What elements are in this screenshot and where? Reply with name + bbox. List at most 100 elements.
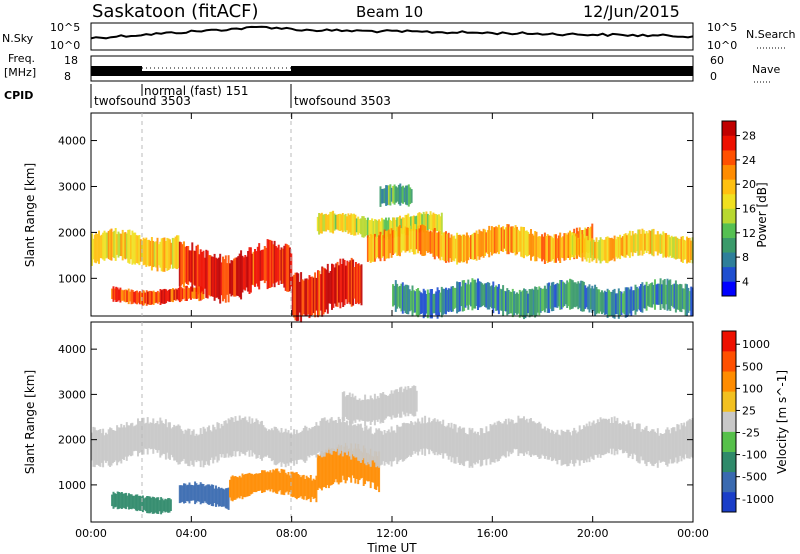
power-band-5-cell-86 [486,230,489,254]
power-band-7-cell-79 [502,285,505,316]
power-band-5-cell-112 [523,227,525,259]
power-band-8-cell-12 [584,237,587,260]
velocity-band-5-cell-49 [410,388,413,414]
velocity-band-0-cell-31 [154,498,157,513]
velocity-band-4-cell-193 [359,423,362,463]
velocity-band-0-cell-34 [158,500,161,512]
power-band-7-cell-181 [644,284,647,309]
power-band-0-cell-52 [163,237,166,272]
power-swatch-1 [722,266,736,282]
power-band-2-cell-76 [284,243,287,291]
velocity-band-4-cell-361 [594,424,597,455]
velocity-band-1-cell-29 [219,488,222,506]
power-band-7-cell-71 [490,285,493,309]
velocity-band-4-cell-281 [482,433,485,460]
velocity-band-4-cell-320 [536,423,539,457]
power-band-7-cell-183 [647,286,649,306]
power-band-7-cell-190 [656,283,659,305]
velocity-band-5-cell-41 [399,387,401,418]
velocity-band-4-cell-109 [242,417,245,454]
power-band-2-cell-31 [222,256,224,302]
power-band-8-cell-59 [649,230,652,254]
power-band-7-cell-115 [552,281,555,311]
velocity-band-4-cell-88 [213,427,216,460]
velocity-band-4-cell-310 [523,416,525,456]
power-band-7-cell-201 [672,284,675,308]
power-band-4-cell-69 [412,215,415,232]
power-band-2-cell-77 [286,244,289,292]
velocity-band-5-cell-12 [358,398,361,422]
power-band-4-cell-40 [372,220,375,237]
power-band-8-cell-36 [617,237,620,258]
power-band-4-cell-7 [326,215,329,230]
power-band-2-cell-5 [185,246,188,284]
power-band-2-cell-69 [274,246,277,283]
power-band-7-cell-150 [601,290,603,315]
power-band-6-cell-5 [386,185,389,206]
velocity-band-4-cell-56 [169,422,171,460]
power-band-2-cell-71 [277,244,280,285]
power-band-5-cell-123 [538,236,541,259]
power-band-6-cell-7 [389,184,392,206]
velocity-band-4-cell-374 [612,423,615,449]
velocity-band-4-cell-268 [464,432,467,462]
power-band-2-cell-41 [235,257,238,296]
power-band-3-cell-48 [359,265,362,304]
power-band-5-cell-43 [426,230,429,253]
power-band-5-cell-51 [438,231,440,259]
power-band-6-cell-20 [407,184,410,207]
power-band-5-cell-124 [539,236,542,259]
power-band-5-cell-90 [492,227,495,254]
velocity-band-3-cell-6 [325,449,328,489]
power-band-8-cell-48 [634,233,637,253]
velocity-band-4-cell-300 [509,421,512,453]
power-band-2-cell-63 [266,239,269,290]
power-band-0-cell-56 [169,239,171,269]
power-band-8-cell-76 [673,236,676,259]
velocity-band-4-cell-182 [344,422,347,453]
velocity-band-4-cell-294 [500,423,503,457]
velocity-band-4-cell-218 [394,432,397,458]
power-band-7-cell-39 [446,289,449,312]
power-band-2-cell-14 [198,254,201,287]
velocity-band-5-cell-19 [368,399,371,422]
power-band-5-cell-127 [543,232,546,264]
velocity-band-4-cell-79 [201,434,204,461]
power-band-2-cell-22 [209,255,212,297]
power-cbar-tick-label-2: 20 [742,178,756,191]
power-band-7-cell-85 [510,292,513,314]
velocity-band-4-cell-15 [111,430,114,464]
velocity-band-3-cell-13 [334,451,337,480]
velocity-band-4-cell-232 [414,421,417,454]
power-band-5-cell-42 [425,231,428,252]
velocity-band-4-cell-343 [569,432,571,464]
velocity-band-4-cell-53 [164,419,167,460]
velocity-band-4-cell-364 [598,422,601,455]
velocity-band-4-cell-276 [475,433,478,463]
power-band-5-cell-141 [563,233,566,261]
power-band-5-cell-58 [447,232,450,263]
power-band-7-cell-144 [592,288,595,311]
power-band-0-cell-60 [174,236,177,269]
velocity-band-4-cell-315 [530,418,532,457]
power-band-6-cell-17 [403,187,406,203]
velocity-band-4-cell-67 [184,429,187,464]
power-band-2-cell-34 [226,263,229,295]
power-band-0-cell-32 [135,235,138,263]
velocity-band-2-cell-3 [233,476,236,500]
power-band-2-cell-16 [201,252,204,292]
power-band-5-cell-137 [557,235,560,261]
power-band-5-cell-110 [520,226,523,257]
power-band-8-cell-49 [635,234,638,252]
power-band-4-cell-66 [408,217,411,232]
velocity-band-0-cell-27 [148,496,151,514]
velocity-band-4-cell-213 [387,429,390,465]
power-band-7-cell-53 [465,284,468,306]
power-band-5-cell-16 [389,233,392,254]
power-band-4-cell-22 [347,213,350,234]
power-band-4-cell-5 [323,214,326,232]
velocity-band-4-cell-301 [510,419,513,455]
power-band-1-cell-47 [176,289,179,300]
velocity-band-3-cell-21 [346,445,348,481]
power-band-5-cell-60 [450,234,453,262]
